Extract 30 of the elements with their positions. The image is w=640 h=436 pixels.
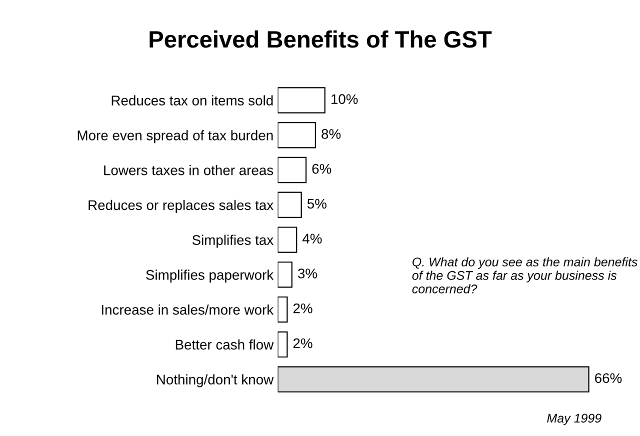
bar [278,192,302,218]
data-label: 5% [307,198,326,209]
annotation: Q. What do you see as the main benefits of the GST as far as your business is concerned? [412,257,638,294]
y-tick-label: Reduces tax on items sold [112,95,273,106]
data-label: 8% [322,129,341,139]
y-tick-label: Reduces or replaces sales tax [88,200,274,213]
y-tick-label: Simplifies paperwork [146,270,274,283]
chart-title: Perceived Benefits of The GST [150,30,492,48]
bar [278,296,288,323]
data-label: 4% [302,234,322,244]
bar [278,331,288,358]
y-tick-label: Simplifies tax [192,234,274,248]
bar [278,156,307,184]
bar [278,262,292,288]
y-tick-label: More even spread of tax burden [78,130,273,144]
y-tick-label: Nothing/don't know [157,374,274,388]
bar [278,366,590,392]
data-label: 2% [293,303,312,314]
y-tick-label: Better cash flow [176,339,274,350]
data-label: 2% [293,338,312,348]
y-tick-label: Increase in sales/more work [102,304,274,315]
bar [278,87,326,114]
bar [278,226,298,253]
data-label: 6% [312,164,332,174]
text: May 1999 [547,414,602,426]
data-label: 10% [332,94,358,104]
bar [278,122,316,148]
data-label: 66% [595,373,622,384]
data-label: 3% [298,268,318,278]
y-tick-label: Lowers taxes in other areas [104,165,274,176]
